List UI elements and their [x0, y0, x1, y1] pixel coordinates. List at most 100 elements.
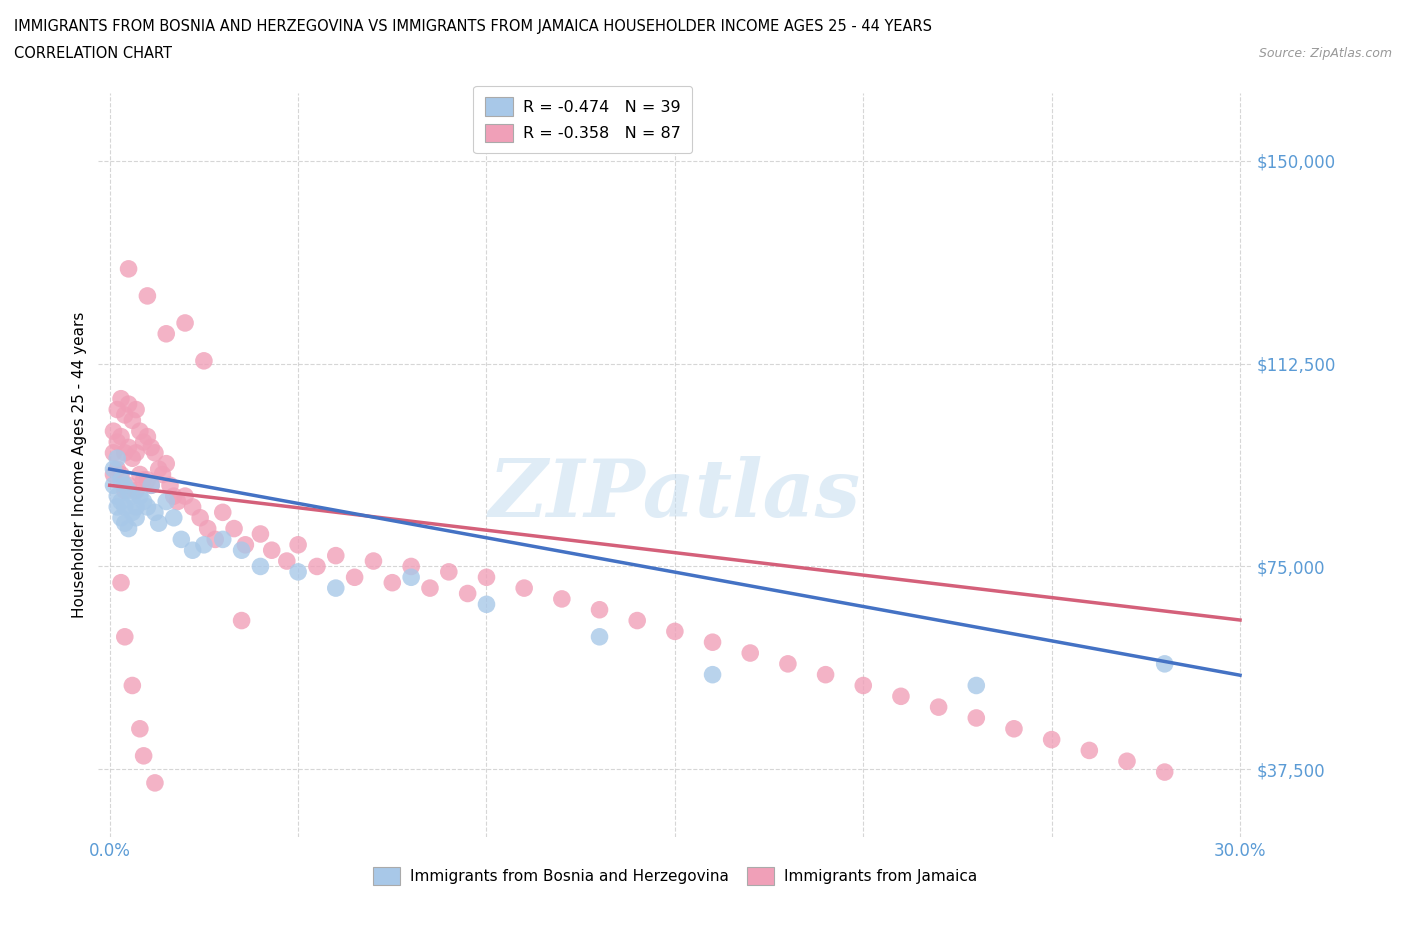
Point	[776, 657, 799, 671]
Point	[702, 667, 724, 682]
Point	[702, 635, 724, 650]
Point	[419, 580, 441, 595]
Point	[249, 526, 271, 541]
Point	[155, 326, 177, 341]
Point	[475, 597, 498, 612]
Point	[399, 570, 422, 585]
Point	[193, 353, 215, 368]
Point	[148, 461, 170, 476]
Point	[626, 613, 648, 628]
Point	[121, 488, 143, 503]
Point	[103, 424, 125, 439]
Point	[1040, 732, 1063, 747]
Point	[114, 478, 136, 493]
Point	[1002, 722, 1025, 737]
Point	[110, 467, 132, 482]
Point	[170, 532, 193, 547]
Point	[110, 472, 132, 487]
Point	[363, 553, 385, 568]
Point	[588, 630, 610, 644]
Point	[588, 603, 610, 618]
Point	[965, 678, 987, 693]
Point	[235, 538, 257, 552]
Point	[204, 532, 226, 547]
Point	[105, 402, 128, 417]
Point	[105, 488, 128, 503]
Point	[211, 505, 233, 520]
Point	[437, 565, 460, 579]
Point	[103, 461, 125, 476]
Point	[740, 645, 762, 660]
Point	[166, 494, 188, 509]
Point	[128, 424, 150, 439]
Point	[114, 630, 136, 644]
Point	[155, 457, 177, 472]
Point	[399, 559, 422, 574]
Point	[222, 521, 245, 536]
Text: IMMIGRANTS FROM BOSNIA AND HERZEGOVINA VS IMMIGRANTS FROM JAMAICA HOUSEHOLDER IN: IMMIGRANTS FROM BOSNIA AND HERZEGOVINA V…	[14, 19, 932, 33]
Point	[125, 511, 148, 525]
Point	[188, 511, 211, 525]
Point	[105, 461, 128, 476]
Point	[114, 484, 136, 498]
Point	[114, 516, 136, 531]
Point	[125, 499, 148, 514]
Point	[121, 413, 143, 428]
Point	[143, 776, 166, 790]
Point	[852, 678, 875, 693]
Point	[181, 543, 204, 558]
Point	[132, 494, 155, 509]
Point	[193, 538, 215, 552]
Point	[103, 478, 125, 493]
Point	[125, 484, 148, 498]
Point	[103, 445, 125, 460]
Point	[143, 445, 166, 460]
Point	[110, 511, 132, 525]
Point	[110, 429, 132, 444]
Text: CORRELATION CHART: CORRELATION CHART	[14, 46, 172, 61]
Point	[1153, 764, 1175, 779]
Point	[551, 591, 574, 606]
Text: Source: ZipAtlas.com: Source: ZipAtlas.com	[1258, 46, 1392, 60]
Point	[155, 494, 177, 509]
Point	[152, 467, 174, 482]
Point	[231, 613, 253, 628]
Point	[343, 570, 366, 585]
Point	[287, 538, 309, 552]
Point	[110, 576, 132, 591]
Point	[475, 570, 498, 585]
Point	[928, 699, 950, 714]
Point	[143, 505, 166, 520]
Point	[197, 521, 219, 536]
Point	[117, 261, 139, 276]
Point	[114, 499, 136, 514]
Point	[664, 624, 686, 639]
Point	[965, 711, 987, 725]
Point	[260, 543, 283, 558]
Point	[105, 451, 128, 466]
Point	[110, 392, 132, 406]
Point	[163, 511, 186, 525]
Point	[103, 467, 125, 482]
Point	[125, 445, 148, 460]
Point	[105, 499, 128, 514]
Point	[249, 559, 271, 574]
Point	[121, 505, 143, 520]
Point	[890, 689, 912, 704]
Point	[117, 484, 139, 498]
Point	[211, 532, 233, 547]
Point	[174, 315, 197, 330]
Point	[325, 548, 347, 563]
Point	[1078, 743, 1101, 758]
Point	[814, 667, 837, 682]
Point	[305, 559, 328, 574]
Point	[163, 488, 186, 503]
Point	[128, 722, 150, 737]
Point	[132, 472, 155, 487]
Point	[117, 521, 139, 536]
Point	[136, 499, 159, 514]
Point	[381, 576, 404, 591]
Text: ZIPatlas: ZIPatlas	[489, 456, 860, 534]
Point	[117, 397, 139, 412]
Point	[105, 434, 128, 449]
